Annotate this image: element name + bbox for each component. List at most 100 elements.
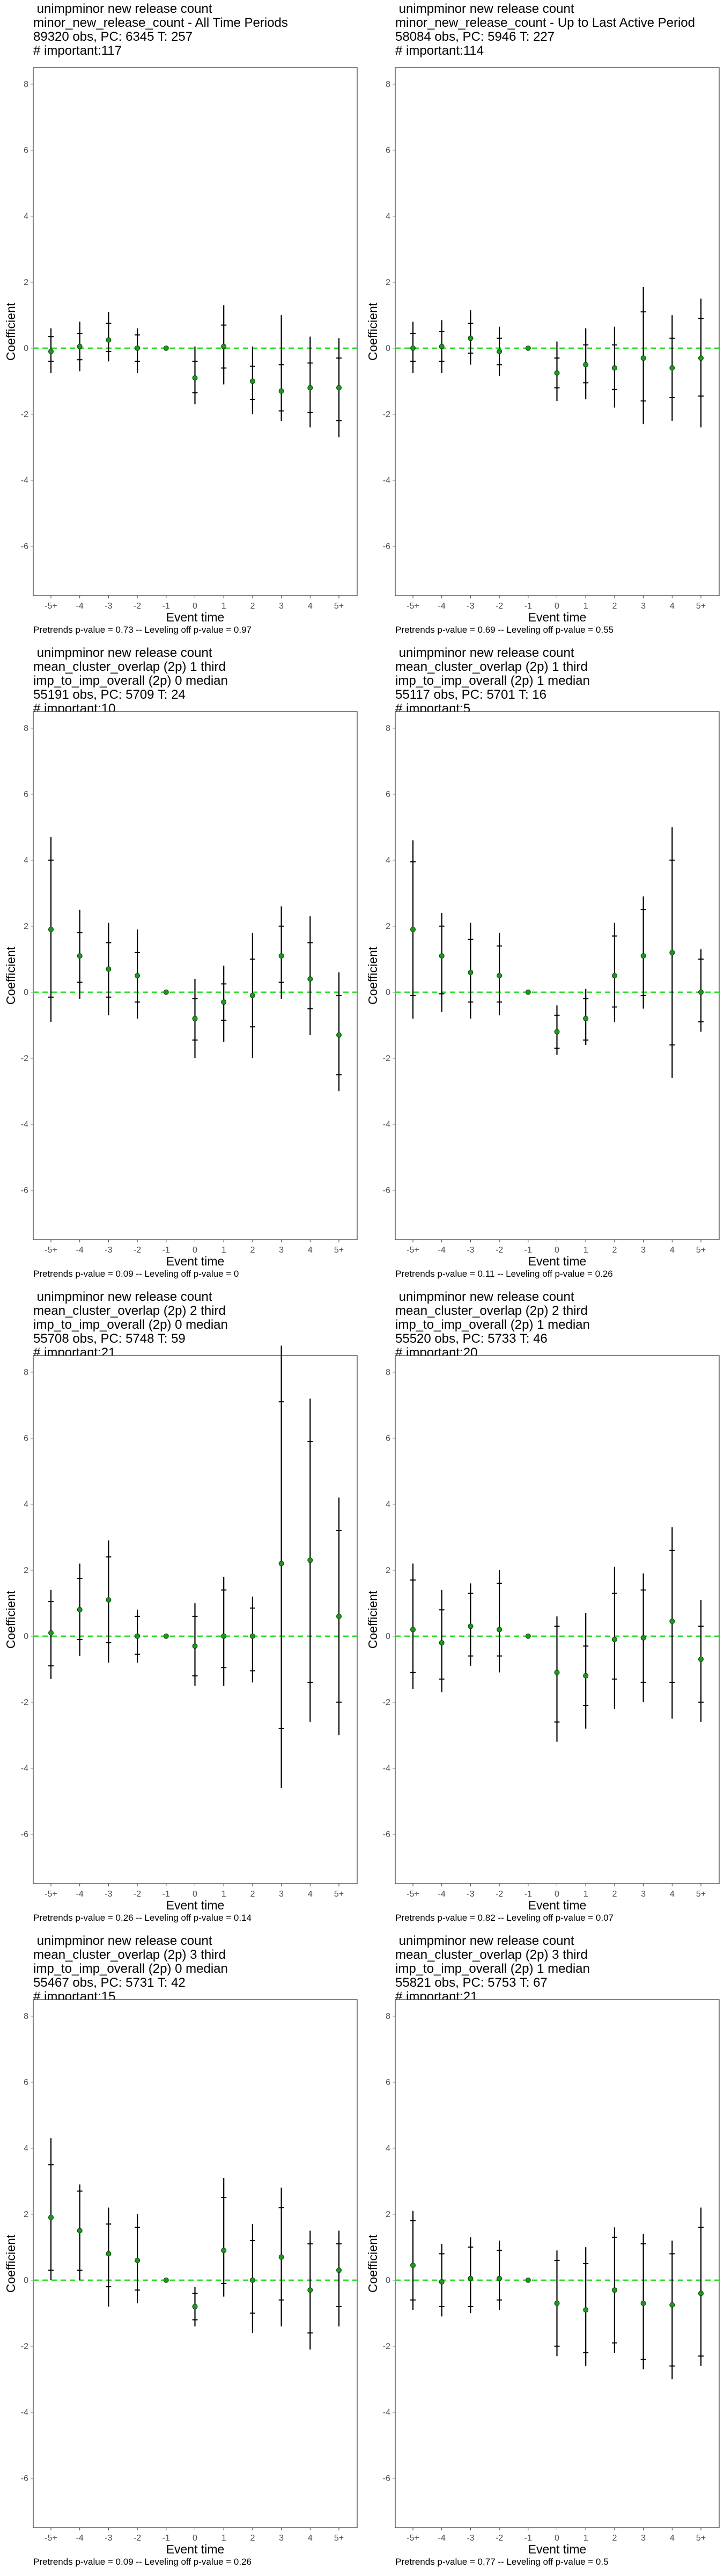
x-tick-label: -4 xyxy=(438,2534,446,2543)
x-tick-label: 1 xyxy=(583,1890,588,1899)
chart-title-line: 89320 obs, PC: 6345 T: 257 xyxy=(33,30,193,44)
x-tick-label: 2 xyxy=(250,602,255,611)
coefficient-mark xyxy=(640,287,646,425)
coefficient-point xyxy=(278,1561,284,1567)
coefficient-mark xyxy=(554,2250,560,2357)
coefficient-point xyxy=(583,1015,589,1021)
x-tick-label: 5+ xyxy=(696,602,706,611)
coefficient-mark xyxy=(640,1573,646,1702)
y-tick-label: 4 xyxy=(386,212,390,221)
coefficient-point xyxy=(554,2300,560,2306)
x-tick-label: 4 xyxy=(670,2534,675,2543)
x-tick-label: 2 xyxy=(250,2534,255,2543)
coefficient-mark xyxy=(583,328,589,400)
chart-svg: 8 6 4 2 0 -2 -4 -6 -5+ -4 -3 -2 -1 0 1 2 3 4 5+ Event time C… xyxy=(4,1345,358,1912)
coefficient-point xyxy=(106,2251,112,2257)
coefficient-mark xyxy=(307,336,313,428)
chart-panel: unimpminor new release count minor_new_re… xyxy=(0,0,362,644)
x-tick-label: 4 xyxy=(308,1246,313,1255)
x-axis-title: Event time xyxy=(166,1898,225,1912)
x-tick-label: 1 xyxy=(583,2534,588,2543)
coefficient-mark xyxy=(497,1570,503,1673)
y-tick-label: 0 xyxy=(386,344,390,353)
coefficient-mark xyxy=(106,2207,112,2307)
y-tick-label: -4 xyxy=(383,2408,390,2417)
coefficient-point xyxy=(583,2307,589,2313)
coefficient-point xyxy=(163,345,169,351)
coefficient-point xyxy=(192,375,198,381)
x-tick-label: 2 xyxy=(612,1246,617,1255)
coefficient-mark xyxy=(439,913,445,1012)
pvalue-caption: Pretrends p-value = 0.09 -- Leveling off… xyxy=(33,1269,239,1279)
x-tick-label: -3 xyxy=(105,2534,112,2543)
y-tick-label: -6 xyxy=(383,542,390,551)
coefficient-point xyxy=(410,926,416,932)
x-tick-label: -2 xyxy=(496,1246,503,1255)
x-tick-label: -4 xyxy=(76,1890,84,1899)
x-tick-label: 4 xyxy=(308,602,313,611)
y-axis-title: Coefficient xyxy=(366,946,380,1005)
chart-svg: 8 6 4 2 0 -2 -4 -6 -5+ -4 -3 -2 -1 0 1 2 3 4 5+ Event time C… xyxy=(4,67,358,624)
coefficient-point xyxy=(611,1636,617,1642)
x-tick-label: 2 xyxy=(612,2534,617,2543)
coefficient-mark xyxy=(525,2277,531,2283)
y-tick-label: -2 xyxy=(21,410,28,419)
y-tick-label: 4 xyxy=(24,1500,28,1509)
coefficient-point xyxy=(336,2267,342,2273)
coefficient-point xyxy=(163,2277,169,2283)
coefficient-mark xyxy=(468,2237,474,2314)
coefficient-mark xyxy=(669,827,675,1078)
x-tick-label: 5+ xyxy=(696,2534,706,2543)
y-tick-label: -6 xyxy=(383,2474,390,2483)
x-tick-label: -5+ xyxy=(407,1890,419,1899)
coefficient-mark xyxy=(698,298,704,428)
coefficient-mark xyxy=(410,321,416,373)
coefficient-point xyxy=(278,388,284,394)
y-tick-label: -4 xyxy=(21,2408,28,2417)
coefficient-mark xyxy=(221,965,227,1042)
coefficient-point xyxy=(698,989,704,995)
coefficient-mark xyxy=(77,1563,83,1656)
coefficient-mark xyxy=(77,2184,83,2280)
coefficient-point xyxy=(611,973,617,978)
y-tick-label: -2 xyxy=(21,2342,28,2351)
coefficient-point xyxy=(249,992,255,998)
coefficient-mark xyxy=(698,2207,704,2366)
plot-frame xyxy=(395,67,720,596)
chart-title-line: unimpminor new release count xyxy=(33,1934,212,1948)
coefficient-mark xyxy=(77,910,83,999)
x-axis-title: Event time xyxy=(166,610,225,624)
pvalue-caption: Pretrends p-value = 0.26 -- Leveling off… xyxy=(33,1913,252,1923)
coefficient-mark xyxy=(525,1633,531,1639)
x-tick-label: -4 xyxy=(76,2534,84,2543)
x-tick-label: -5+ xyxy=(407,602,419,611)
coefficient-mark xyxy=(669,315,675,421)
coefficient-mark xyxy=(163,1633,169,1639)
x-tick-label: 2 xyxy=(612,1890,617,1899)
coefficient-point xyxy=(554,370,560,376)
coefficient-point xyxy=(307,2287,313,2293)
coefficient-mark xyxy=(698,1600,704,1722)
coefficient-mark xyxy=(640,2234,646,2369)
coefficient-mark xyxy=(278,1345,284,1788)
chart-title-line: minor_new_release_count - Up to Last Act… xyxy=(395,16,695,30)
x-tick-label: 5+ xyxy=(334,2534,344,2543)
chart-svg: 8 6 4 2 0 -2 -4 -6 -5+ -4 -3 -2 -1 0 1 2 3 4 5+ Event time C… xyxy=(366,711,720,1268)
coefficient-point xyxy=(106,337,112,343)
y-tick-label: 6 xyxy=(386,790,390,799)
coefficient-point xyxy=(525,345,531,351)
coefficient-point xyxy=(468,969,474,975)
coefficient-mark xyxy=(336,2230,342,2326)
coefficient-point xyxy=(410,345,416,351)
x-tick-label: 0 xyxy=(193,1890,197,1899)
coefficient-mark xyxy=(163,345,169,351)
y-tick-label: 2 xyxy=(24,922,28,931)
x-tick-label: 1 xyxy=(583,602,588,611)
chart-title-line: mean_cluster_overlap (2p) 3 third xyxy=(33,1948,226,1962)
chart-panel: unimpminor new release count mean_cluster… xyxy=(0,1932,362,2576)
x-tick-label: 1 xyxy=(221,2534,226,2543)
coefficient-mark xyxy=(48,837,54,1022)
coefficient-mark xyxy=(554,1616,560,1742)
coefficient-mark xyxy=(77,321,83,371)
coefficient-mark xyxy=(192,979,198,1058)
